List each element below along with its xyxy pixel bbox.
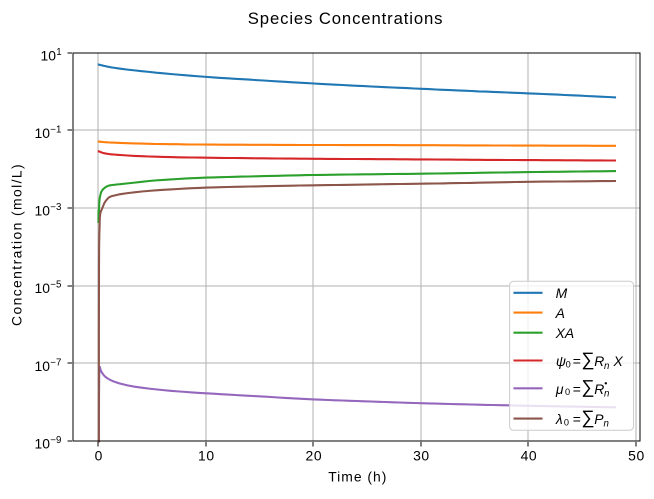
svg-text:λ: λ (555, 411, 563, 427)
svg-text:0: 0 (566, 360, 571, 370)
svg-text:M: M (556, 285, 568, 301)
svg-text:Species Concentrations: Species Concentrations (248, 9, 444, 28)
svg-text:10: 10 (35, 125, 51, 141)
svg-text:∑: ∑ (581, 349, 594, 370)
svg-text:10: 10 (41, 47, 57, 63)
svg-text:R: R (594, 353, 604, 369)
svg-text:∑: ∑ (581, 406, 594, 427)
svg-text:Concentration (mol/L): Concentration (mol/L) (8, 163, 24, 326)
svg-text:10: 10 (35, 358, 51, 374)
svg-text:=: = (573, 353, 581, 369)
svg-text:−1: −1 (50, 124, 61, 135)
svg-text:30: 30 (413, 448, 430, 464)
svg-text:10: 10 (35, 203, 51, 219)
svg-text:0: 0 (565, 387, 570, 397)
svg-text:−7: −7 (50, 357, 61, 368)
svg-text:=: = (573, 381, 581, 397)
svg-text:X: X (613, 353, 624, 369)
svg-text:n: n (604, 361, 609, 372)
svg-text:50: 50 (628, 448, 645, 464)
svg-text:n: n (604, 419, 609, 430)
svg-text:20: 20 (306, 448, 323, 464)
svg-text:∑: ∑ (581, 376, 594, 397)
svg-text:XA: XA (555, 325, 575, 341)
svg-text:−3: −3 (50, 202, 61, 213)
svg-text:−5: −5 (50, 280, 61, 291)
svg-text:0: 0 (95, 448, 103, 464)
svg-text:1: 1 (56, 47, 61, 58)
svg-text:Time (h): Time (h) (328, 469, 387, 485)
svg-text:−9: −9 (50, 435, 61, 446)
svg-text:40: 40 (521, 448, 538, 464)
svg-text:0: 0 (564, 418, 569, 428)
svg-text:10: 10 (35, 436, 51, 452)
svg-text:P: P (594, 411, 604, 427)
svg-text:A: A (555, 305, 565, 321)
svg-text:10: 10 (198, 448, 215, 464)
svg-text:R: R (594, 381, 604, 397)
svg-text:=: = (573, 411, 581, 427)
svg-text:ψ: ψ (556, 353, 566, 369)
svg-text:μ: μ (555, 381, 564, 397)
svg-text:n: n (604, 388, 609, 399)
svg-text:10: 10 (35, 280, 51, 296)
